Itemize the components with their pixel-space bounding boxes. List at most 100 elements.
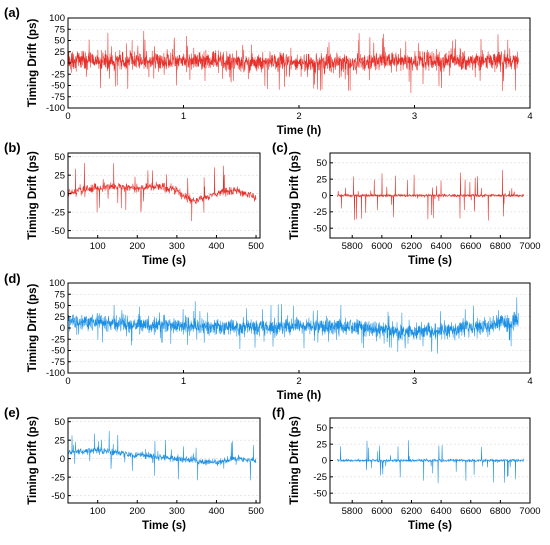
x-tick-label: 6400 bbox=[431, 506, 452, 517]
y-tick-label: -50 bbox=[51, 346, 65, 357]
y-tick-label: 50 bbox=[54, 36, 65, 47]
y-tick-label: -25 bbox=[51, 207, 65, 218]
y-tick-label: -25 bbox=[313, 207, 327, 218]
series-line bbox=[68, 297, 519, 354]
y-tick-label: 100 bbox=[49, 278, 65, 289]
y-tick-label: -75 bbox=[51, 92, 65, 103]
y-tick-label: 50 bbox=[54, 301, 65, 312]
x-tick-label: 0 bbox=[65, 376, 70, 387]
y-tick-label: 25 bbox=[54, 435, 65, 446]
y-tick-label: -50 bbox=[51, 491, 65, 502]
x-tick-label: 6600 bbox=[460, 241, 481, 252]
y-axis-title: Timing Drift (ps) bbox=[289, 151, 301, 240]
x-tick-label: 5800 bbox=[342, 241, 363, 252]
x-tick-label: 100 bbox=[90, 506, 106, 517]
x-axis-title: Time (s) bbox=[408, 255, 452, 267]
plot-frame bbox=[67, 417, 261, 504]
y-tick-label: -50 bbox=[313, 223, 327, 234]
y-tick-label: 100 bbox=[49, 13, 65, 24]
x-tick-label: 6200 bbox=[401, 506, 422, 517]
y-tick-label: 75 bbox=[54, 289, 65, 300]
chart-panel-5: -50 -25 0 25 50 5800 6000 6200 6400 6600 6800 7000 T… bbox=[272, 405, 541, 532]
x-axis-title: Time (h) bbox=[277, 125, 322, 137]
x-axis-title: Time (s) bbox=[142, 255, 186, 267]
y-tick-label: 50 bbox=[54, 152, 65, 163]
y-tick-label: 0 bbox=[60, 454, 65, 465]
chart-panel-4: -50 -25 0 25 50 100 200 300 400 500 Time (s) Timing… bbox=[4, 405, 264, 532]
y-tick-label: 25 bbox=[316, 174, 327, 185]
y-tick-label: 50 bbox=[54, 417, 65, 428]
y-tick-label: 0 bbox=[60, 323, 65, 334]
y-tick-label: 25 bbox=[316, 439, 327, 450]
x-tick-label: 6600 bbox=[460, 506, 481, 517]
x-tick-label: 500 bbox=[248, 506, 264, 517]
x-tick-label: 1 bbox=[181, 111, 186, 122]
panel-label: (c) bbox=[272, 140, 288, 155]
x-tick-label: 300 bbox=[169, 241, 185, 252]
y-tick-label: 50 bbox=[316, 423, 327, 434]
y-tick-label: -25 bbox=[51, 69, 65, 80]
x-tick-label: 6000 bbox=[371, 241, 392, 252]
y-tick-label: -100 bbox=[46, 368, 65, 379]
y-tick-label: 75 bbox=[54, 24, 65, 35]
y-tick-label: -100 bbox=[46, 103, 65, 114]
y-tick-label: -50 bbox=[51, 226, 65, 237]
x-tick-label: 200 bbox=[129, 241, 145, 252]
x-tick-label: 6800 bbox=[490, 241, 511, 252]
chart-panel-1: -50 -25 0 25 50 100 200 300 400 500 Time (s) Timing… bbox=[4, 140, 264, 267]
x-tick-label: 6000 bbox=[371, 506, 392, 517]
y-tick-label: 0 bbox=[60, 189, 65, 200]
y-tick-label: 25 bbox=[54, 170, 65, 181]
x-axis-title: Time (s) bbox=[408, 520, 452, 532]
y-tick-label: -25 bbox=[51, 472, 65, 483]
x-tick-label: 0 bbox=[65, 111, 70, 122]
x-tick-label: 500 bbox=[248, 241, 264, 252]
y-axis-title: Timing Drift (ps) bbox=[27, 19, 39, 108]
x-tick-label: 6800 bbox=[490, 506, 511, 517]
y-axis-title: Timing Drift (ps) bbox=[289, 416, 301, 505]
panel-label: (e) bbox=[4, 405, 20, 420]
x-tick-label: 7000 bbox=[519, 241, 540, 252]
series-line bbox=[68, 30, 519, 94]
y-tick-label: -50 bbox=[313, 488, 327, 499]
series-line bbox=[337, 169, 525, 221]
y-tick-label: 0 bbox=[322, 456, 327, 467]
y-axis-title: Timing Drift (ps) bbox=[27, 151, 39, 240]
x-tick-label: 2 bbox=[296, 376, 301, 387]
x-tick-label: 5800 bbox=[342, 506, 363, 517]
x-tick-label: 200 bbox=[129, 506, 145, 517]
x-tick-label: 3 bbox=[412, 376, 417, 387]
x-tick-label: 6400 bbox=[431, 241, 452, 252]
panel-label: (a) bbox=[4, 5, 20, 20]
y-axis-title: Timing Drift (ps) bbox=[27, 284, 39, 373]
panel-label: (f) bbox=[272, 405, 285, 420]
y-tick-label: 0 bbox=[60, 58, 65, 69]
chart-panel-2: -50 -25 0 25 50 5800 6000 6200 6400 6600 6800 7000 T… bbox=[272, 140, 541, 267]
series-line bbox=[337, 440, 525, 484]
x-tick-label: 100 bbox=[90, 241, 106, 252]
y-tick-label: 50 bbox=[316, 158, 327, 169]
x-tick-label: 400 bbox=[209, 506, 225, 517]
y-tick-label: 25 bbox=[54, 312, 65, 323]
y-tick-label: -75 bbox=[51, 357, 65, 368]
series-line bbox=[68, 162, 257, 222]
y-tick-label: -50 bbox=[51, 81, 65, 92]
x-tick-label: 4 bbox=[527, 376, 532, 387]
series-line bbox=[68, 430, 257, 481]
y-tick-label: -25 bbox=[313, 472, 327, 483]
x-axis-title: Time (h) bbox=[277, 390, 322, 402]
x-tick-label: 300 bbox=[169, 506, 185, 517]
panel-label: (d) bbox=[4, 271, 21, 286]
y-tick-label: 0 bbox=[322, 191, 327, 202]
x-tick-label: 1 bbox=[181, 376, 186, 387]
x-tick-label: 6200 bbox=[401, 241, 422, 252]
x-tick-label: 4 bbox=[527, 111, 532, 122]
x-tick-label: 3 bbox=[412, 111, 417, 122]
y-tick-label: 25 bbox=[54, 47, 65, 58]
panel-label: (b) bbox=[4, 140, 21, 155]
x-axis-title: Time (s) bbox=[142, 520, 186, 532]
y-axis-title: Timing Drift (ps) bbox=[27, 416, 39, 505]
